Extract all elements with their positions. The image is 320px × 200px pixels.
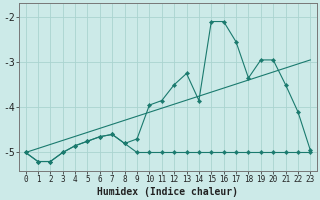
X-axis label: Humidex (Indice chaleur): Humidex (Indice chaleur) <box>98 186 238 197</box>
